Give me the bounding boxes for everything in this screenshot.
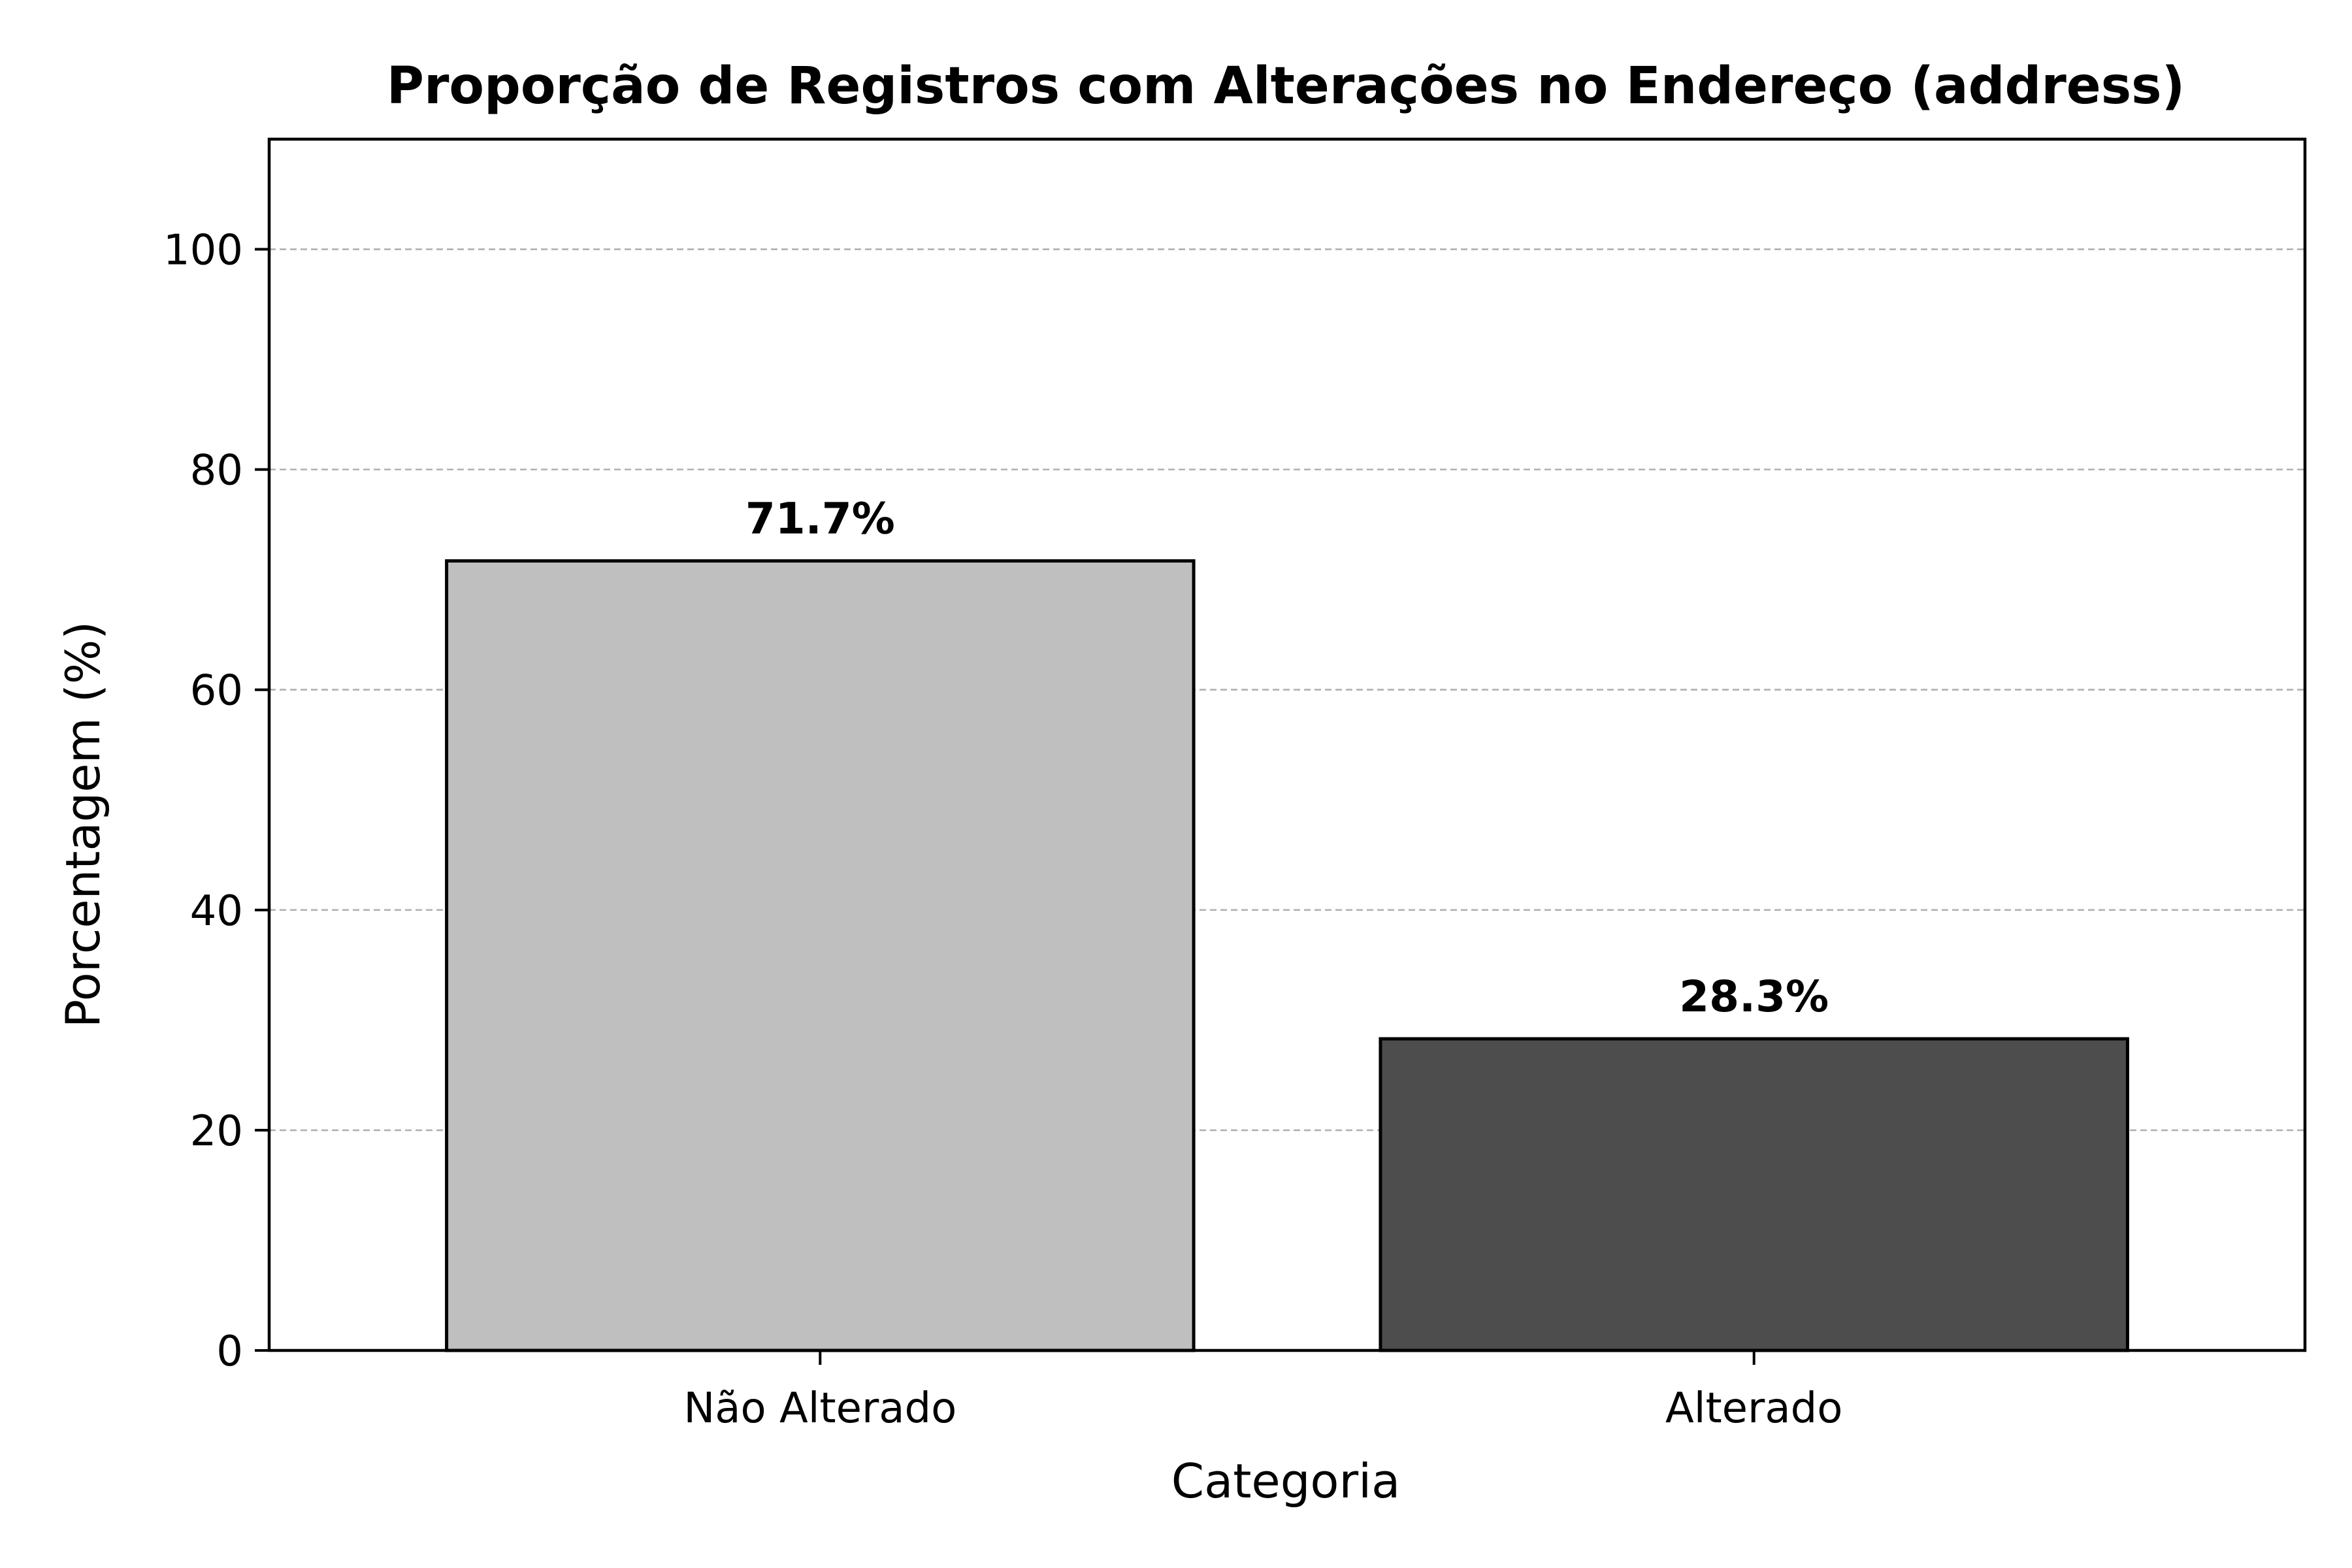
chart-title: Proporção de Registros com Alterações no…: [387, 57, 2185, 116]
y-axis-title: Porcentagem (%): [56, 621, 110, 1028]
y-tick-label-20: 20: [190, 1107, 243, 1156]
y-tick-label-100: 100: [163, 227, 243, 275]
bar-1: [445, 559, 1196, 1352]
x-axis-ticks: Não Alterado Alterado: [683, 1350, 1842, 1433]
x-tick-label-2: Alterado: [1665, 1384, 1842, 1433]
plot-frame: [267, 137, 2307, 1352]
y-tick-label-40: 40: [190, 887, 243, 936]
y-axis-ticks: 0 20 40 60 80 100: [163, 227, 269, 1376]
y-tick-label-80: 80: [190, 447, 243, 495]
bar-2: [1379, 1037, 2129, 1352]
y-tick-label-60: 60: [190, 667, 243, 715]
bars: [445, 559, 2129, 1352]
data-labels: 71.7% 28.3%: [745, 494, 1829, 1022]
data-label-2: 28.3%: [1679, 972, 1829, 1022]
x-tick-label-1: Não Alterado: [683, 1384, 956, 1433]
y-tick-label-0: 0: [216, 1328, 243, 1376]
x-axis-title: Categoria: [1171, 1454, 1400, 1509]
data-label-1: 71.7%: [745, 494, 895, 544]
